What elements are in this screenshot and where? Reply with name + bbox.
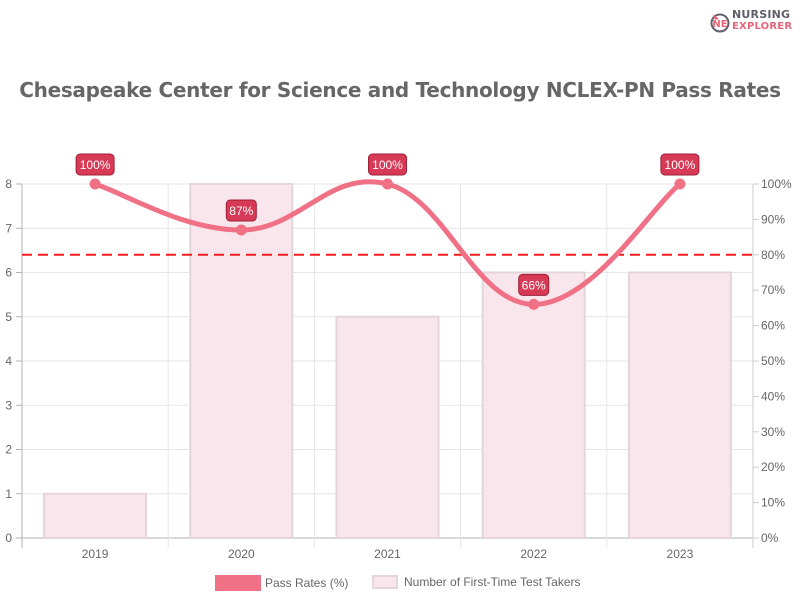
- right-axis-tick-label: 0%: [761, 531, 779, 545]
- data-label-bg: [518, 273, 550, 296]
- bar-2021: [335, 315, 440, 539]
- logo-line-1: NURSING: [732, 8, 791, 21]
- x-axis-tick-label: 2019: [82, 547, 109, 561]
- x-axis-tick-label: 2021: [374, 547, 401, 561]
- nursing-explorer-logo: NE NURSING EXPLORER: [710, 8, 795, 36]
- bar-2019: [43, 492, 148, 539]
- pass-rate-point-2023: [674, 178, 686, 190]
- chart-title: Chesapeake Center for Science and Techno…: [19, 78, 781, 102]
- left-axis-tick-label: 0: [5, 531, 12, 545]
- left-axis-tick-label: 3: [5, 398, 12, 412]
- right-axis-tick-label: 90%: [761, 212, 785, 226]
- data-label-bg: [368, 153, 407, 176]
- data-label-2020: 87%: [229, 204, 253, 218]
- left-axis-tick-label: 4: [5, 354, 12, 368]
- bar-2022: [481, 271, 586, 539]
- left-axis-tick-label: 7: [5, 221, 12, 235]
- chart-legend: Pass Rates (%) Number of First-Time Test…: [0, 575, 800, 593]
- data-label-bg: [660, 153, 700, 176]
- x-axis-tick-label: 2020: [228, 547, 255, 561]
- left-axis-tick-label: 2: [5, 443, 12, 457]
- logo-mark-icon: NE: [710, 13, 730, 33]
- pass-rate-point-2020: [235, 224, 247, 236]
- pass-rate-point-2021: [382, 178, 393, 190]
- pass-rate-line: [92, 179, 683, 307]
- x-axis-tick-label: 2023: [667, 547, 694, 561]
- left-axis-tick-label: 1: [5, 487, 12, 501]
- right-axis-tick-label: 80%: [761, 248, 785, 262]
- pass-rate-point-2022: [528, 298, 540, 310]
- pass-rate-point-2019: [89, 178, 101, 190]
- data-label-bg: [225, 199, 257, 222]
- data-label-2019: 100%: [80, 158, 111, 172]
- right-axis-tick-label: 60%: [761, 319, 785, 333]
- data-label-2022: 66%: [522, 278, 546, 292]
- right-axis-tick-label: 70%: [761, 283, 785, 297]
- left-axis-tick-label: 5: [5, 310, 12, 324]
- data-label-bg: [75, 153, 115, 176]
- bar-2023: [627, 271, 732, 539]
- legend-swatch-line: [215, 575, 261, 591]
- bar-2020: [189, 183, 294, 539]
- right-axis-tick-label: 40%: [761, 389, 785, 403]
- legend-swatch-bar: [372, 575, 398, 589]
- right-axis-tick-label: 20%: [761, 460, 785, 474]
- logo-line-2: EXPLORER: [732, 21, 793, 32]
- data-label-2021: 100%: [372, 158, 403, 172]
- legend-item-pass-rates[interactable]: Pass Rates (%): [215, 575, 348, 591]
- right-axis-tick-label: 30%: [761, 425, 785, 439]
- left-axis-tick-label: 6: [5, 266, 12, 280]
- legend-item-test-takers[interactable]: Number of First-Time Test Takers: [372, 575, 580, 589]
- x-axis-tick-label: 2022: [520, 547, 547, 561]
- legend-label-pass-rates: Pass Rates (%): [265, 576, 349, 590]
- right-axis-tick-label: 10%: [761, 496, 785, 510]
- right-axis-tick-label: 50%: [761, 354, 785, 368]
- legend-label-test-takers: Number of First-Time Test Takers: [404, 575, 581, 589]
- left-axis-tick-label: 8: [5, 177, 12, 191]
- right-axis-tick-label: 100%: [761, 177, 792, 191]
- data-label-2023: 100%: [665, 158, 696, 172]
- svg-text:NE: NE: [712, 19, 727, 30]
